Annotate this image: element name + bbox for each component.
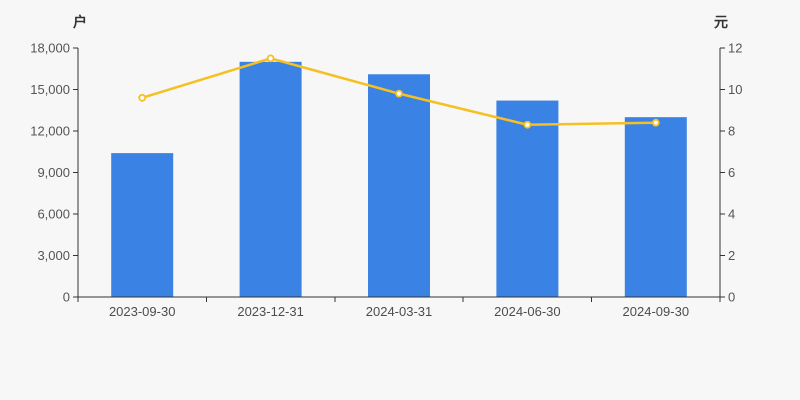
line-point-2024-06-30[interactable] <box>523 120 532 129</box>
x-axis-tick-label: 2023-12-31 <box>237 304 304 319</box>
x-axis-tick-label: 2023-09-30 <box>109 304 176 319</box>
x-axis-tick-label: 2024-06-30 <box>494 304 561 319</box>
left-axis-unit-label: 户 <box>73 14 87 30</box>
bar-2024-09-30[interactable] <box>624 117 687 298</box>
x-axis-tick-label: 2024-03-31 <box>366 304 433 319</box>
bar-2023-12-31[interactable] <box>239 61 302 298</box>
bar-2024-06-30[interactable] <box>496 100 559 297</box>
left-axis-tick-label: 6,000 <box>37 207 70 222</box>
line-point-2024-09-30[interactable] <box>651 118 660 127</box>
left-axis-tick-label: 0 <box>63 290 70 305</box>
bar-2024-03-31[interactable] <box>368 74 430 298</box>
left-axis-tick-label: 18,000 <box>30 41 70 56</box>
right-axis-unit-label: 元 <box>714 14 728 30</box>
left-axis-tick-label: 12,000 <box>30 124 70 139</box>
right-axis-tick-label: 12 <box>728 41 742 56</box>
left-axis-tick-label: 3,000 <box>37 248 70 263</box>
left-axis-tick-label: 15,000 <box>30 82 70 97</box>
right-axis-tick-label: 2 <box>728 248 735 263</box>
right-axis-tick-label: 4 <box>728 207 735 222</box>
x-axis-tick-label: 2024-09-30 <box>623 304 690 319</box>
line-point-2023-12-31[interactable] <box>266 54 275 63</box>
line-point-2023-09-30[interactable] <box>138 93 147 102</box>
right-axis-tick-label: 0 <box>728 290 735 305</box>
bar-2023-09-30[interactable] <box>111 153 174 297</box>
right-axis-tick-label: 8 <box>728 124 735 139</box>
right-axis-tick-label: 10 <box>728 82 742 97</box>
line-point-2024-03-31[interactable] <box>395 89 403 98</box>
left-axis-tick-label: 9,000 <box>37 165 70 180</box>
right-axis-tick-label: 6 <box>728 165 735 180</box>
